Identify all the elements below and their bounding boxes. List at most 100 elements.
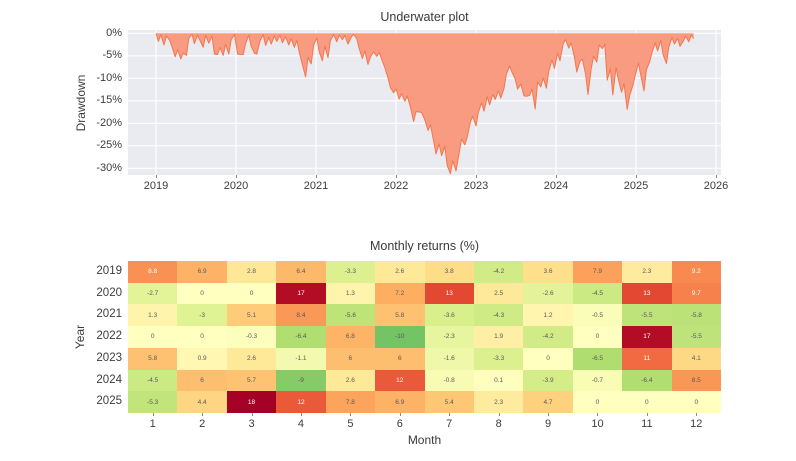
heatmap-cell: -4.3 <box>473 304 524 327</box>
x-tick-label: 2021 <box>303 180 329 192</box>
heatmap-cell: 6.9 <box>177 261 227 283</box>
heatmap-cell: -0.8 <box>424 369 474 392</box>
heatmap-cell: 12 <box>375 369 425 392</box>
col-tick-mark <box>449 413 451 416</box>
heatmap-row-label: 2023 <box>96 351 122 364</box>
heatmap-cell: 12 <box>276 391 326 413</box>
heatmap-cell: 7.2 <box>375 282 425 305</box>
heatmap-cell: 0 <box>128 326 178 348</box>
heatmap-cell: 0 <box>177 282 227 305</box>
col-tick-mark <box>152 413 154 416</box>
heatmap-cell: -3.9 <box>523 369 573 392</box>
heatmap-cell: 8.4 <box>276 304 326 327</box>
x-tick-mark <box>556 175 557 178</box>
heatmap-cell: 0 <box>177 326 227 348</box>
underwater-plot-title: Underwater plot <box>380 10 469 24</box>
heatmap-row-label: 2022 <box>96 330 122 343</box>
heatmap-cell: -10 <box>375 326 425 348</box>
heatmap-cell: 1.9 <box>473 326 524 348</box>
heatmap-cell: 6.9 <box>375 391 425 413</box>
y-tick-label: 0% <box>106 26 122 39</box>
heatmap-col-label: 6 <box>396 418 403 430</box>
heatmap-cell: -0.5 <box>572 304 623 327</box>
x-tick-mark <box>476 175 477 178</box>
heatmap-col-label: 9 <box>544 418 552 430</box>
heatmap-cell: -5.5 <box>671 326 721 348</box>
heatmap-cell: -2.7 <box>128 282 178 305</box>
x-tick-mark <box>156 175 157 178</box>
heatmap-cell: 0 <box>572 326 623 348</box>
col-tick-mark <box>548 413 550 416</box>
y-tick-label: -15% <box>96 94 122 107</box>
heatmap-cell: 0 <box>671 391 721 413</box>
heatmap-cell: 0 <box>622 391 672 413</box>
heatmap-cell: -5.8 <box>671 304 721 327</box>
heatmap-cell: 3.8 <box>424 261 474 283</box>
heatmap-cell: -6.4 <box>622 369 672 392</box>
underwater-plot-area <box>128 30 721 175</box>
col-tick-mark <box>399 413 401 416</box>
heatmap-cell: -3.6 <box>424 304 474 327</box>
heatmap-cell: 2.3 <box>622 261 672 283</box>
col-tick-mark <box>350 413 352 416</box>
heatmap-col-label: 8 <box>495 418 502 430</box>
col-tick-mark <box>646 413 648 416</box>
x-tick-mark <box>636 175 637 178</box>
heatmap-grid: 8.8 6.9 2.8 6.4 -3.3 2.6 3.8 -4.2 3.6 7.9 2.3 9.2 -2… <box>128 261 721 413</box>
heatmap-cell: 8.8 <box>128 261 178 283</box>
heatmap-cell: 0 <box>572 391 623 413</box>
heatmap-cell: 0.9 <box>177 347 227 370</box>
heatmap-cell: -2.6 <box>523 282 573 305</box>
drawdown-line <box>155 33 695 175</box>
heatmap-cell: 6 <box>375 347 425 370</box>
heatmap-cell: 2.8 <box>226 261 277 283</box>
heatmap-cell: 1.3 <box>128 304 178 327</box>
heatmap-cell: -3.3 <box>325 261 376 283</box>
y-tick-label: -20% <box>96 116 122 129</box>
heatmap-cell: 5.7 <box>226 369 277 392</box>
heatmap-cell: 2.6 <box>226 347 277 370</box>
drawdown-area-fill <box>156 33 694 174</box>
heatmap-col-label: 11 <box>641 418 653 430</box>
col-tick-mark <box>251 413 253 416</box>
heatmap-cell: 3.6 <box>523 261 573 283</box>
heatmap-cell: 18 <box>226 391 277 413</box>
heatmap-col-label: 3 <box>248 418 255 430</box>
heatmap-cell: 9.2 <box>671 261 721 283</box>
heatmap-cell: 0 <box>523 347 573 370</box>
heatmap-cell: -3.3 <box>473 347 524 370</box>
heatmap-cell: 6.4 <box>276 261 326 283</box>
heatmap-col-label: 1 <box>149 418 156 430</box>
heatmap-cell: 11 <box>622 347 672 370</box>
heatmap-cell: 1.3 <box>325 282 376 305</box>
x-tick-label: 2020 <box>223 180 249 192</box>
heatmap-row-label: 2025 <box>96 395 122 408</box>
x-tick-mark <box>316 175 317 178</box>
heatmap-cell: -4.2 <box>523 326 573 348</box>
x-tick-label: 2019 <box>143 180 169 192</box>
heatmap-cell: 4.7 <box>523 391 573 413</box>
heatmap-cell: 5.8 <box>375 304 425 327</box>
heatmap-row-label: 2024 <box>96 373 122 386</box>
heatmap-cell: -2.3 <box>424 326 474 348</box>
heatmap-cell: 2.6 <box>375 261 425 283</box>
heatmap-col-label: 2 <box>199 418 206 430</box>
heatmap-col-label: 5 <box>347 418 354 430</box>
heatmap-row-label: 2019 <box>96 265 122 277</box>
heatmap-cell: -5.3 <box>128 391 178 413</box>
heatmap-cell: -1.6 <box>424 347 474 370</box>
heatmap-row-label: 2020 <box>96 286 122 299</box>
heatmap-col-label: 10 <box>591 418 604 430</box>
heatmap-col-label: 7 <box>446 418 453 430</box>
col-tick-mark <box>597 413 599 416</box>
x-tick-mark <box>236 175 237 178</box>
col-tick-mark <box>202 413 204 416</box>
heatmap-cell: -6.4 <box>276 326 326 348</box>
x-tick-mark <box>396 175 397 178</box>
heatmap-cell: 9.7 <box>671 282 721 305</box>
heatmap-cell: -3 <box>177 304 227 327</box>
heatmap-cell: -9 <box>276 369 326 392</box>
heatmap-cell: 6 <box>325 347 376 370</box>
heatmap-cell: -0.3 <box>226 326 277 348</box>
